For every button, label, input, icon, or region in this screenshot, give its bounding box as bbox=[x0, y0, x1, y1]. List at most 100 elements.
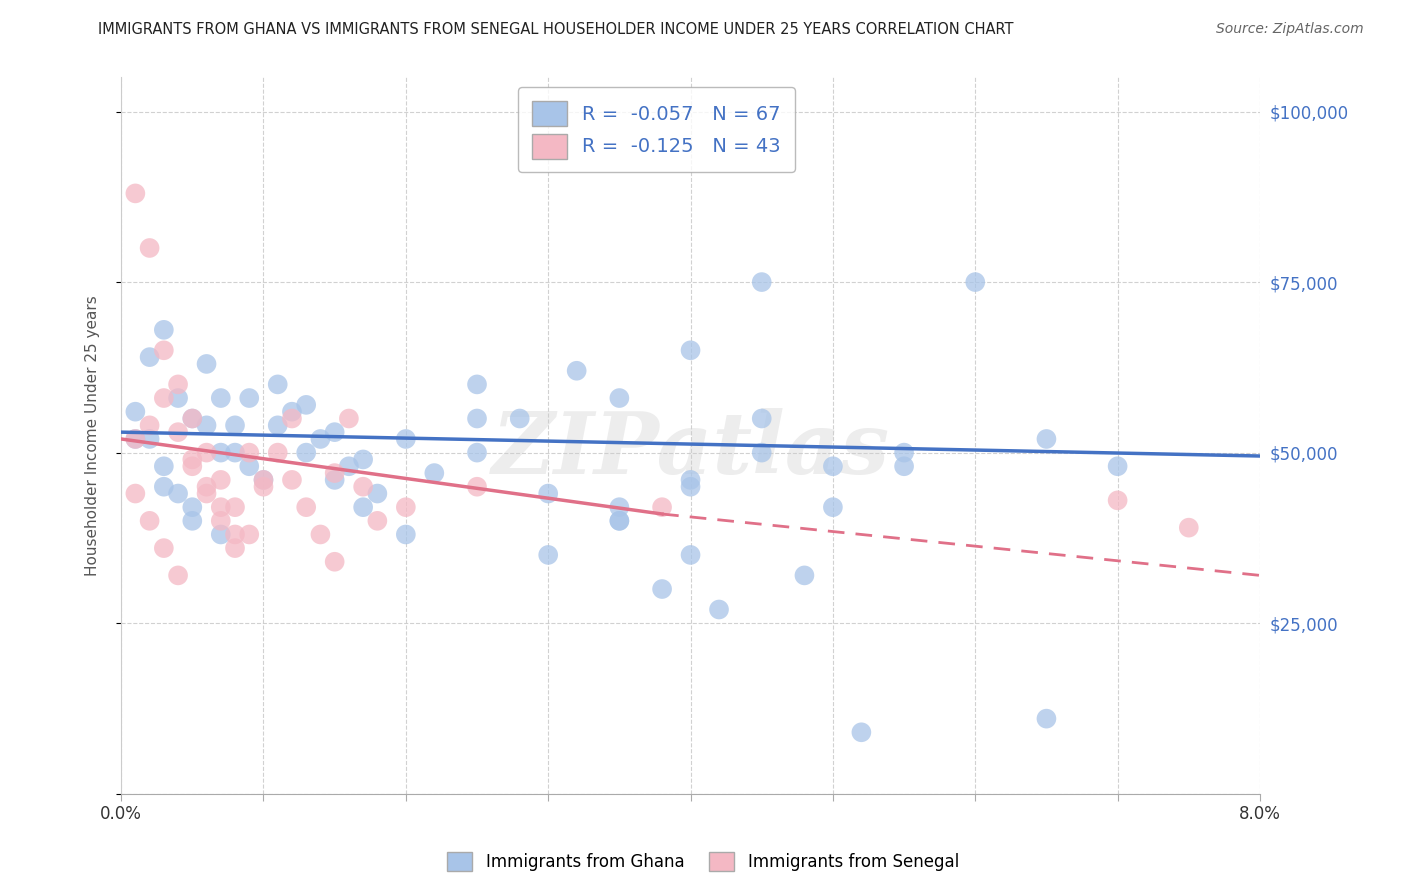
Point bbox=[366, 514, 388, 528]
Point bbox=[751, 275, 773, 289]
Point bbox=[323, 466, 346, 480]
Point bbox=[138, 350, 160, 364]
Point bbox=[395, 527, 418, 541]
Point bbox=[609, 514, 631, 528]
Point bbox=[337, 411, 360, 425]
Point bbox=[651, 582, 673, 596]
Point bbox=[465, 377, 488, 392]
Point bbox=[281, 411, 304, 425]
Point bbox=[267, 418, 290, 433]
Point bbox=[195, 486, 218, 500]
Point bbox=[224, 418, 246, 433]
Point bbox=[181, 411, 204, 425]
Point bbox=[537, 486, 560, 500]
Point bbox=[751, 411, 773, 425]
Point bbox=[366, 486, 388, 500]
Point bbox=[195, 480, 218, 494]
Point bbox=[153, 541, 176, 555]
Point bbox=[337, 459, 360, 474]
Point bbox=[238, 391, 260, 405]
Point bbox=[209, 500, 232, 515]
Point bbox=[224, 500, 246, 515]
Point bbox=[679, 343, 702, 358]
Point bbox=[153, 391, 176, 405]
Point bbox=[1178, 521, 1201, 535]
Point bbox=[1035, 712, 1057, 726]
Point bbox=[195, 445, 218, 459]
Point bbox=[609, 500, 631, 515]
Point bbox=[181, 514, 204, 528]
Point bbox=[1107, 459, 1129, 474]
Point bbox=[352, 480, 374, 494]
Point bbox=[465, 445, 488, 459]
Point bbox=[267, 377, 290, 392]
Point bbox=[295, 445, 318, 459]
Point bbox=[821, 459, 844, 474]
Point bbox=[565, 364, 588, 378]
Point bbox=[209, 527, 232, 541]
Point bbox=[679, 548, 702, 562]
Point bbox=[609, 391, 631, 405]
Point bbox=[181, 459, 204, 474]
Point bbox=[138, 432, 160, 446]
Point bbox=[181, 411, 204, 425]
Point bbox=[395, 500, 418, 515]
Point bbox=[423, 466, 446, 480]
Point bbox=[238, 527, 260, 541]
Point bbox=[238, 445, 260, 459]
Y-axis label: Householder Income Under 25 years: Householder Income Under 25 years bbox=[86, 295, 100, 576]
Point bbox=[295, 500, 318, 515]
Point bbox=[167, 425, 190, 439]
Point bbox=[138, 514, 160, 528]
Point bbox=[893, 459, 915, 474]
Point bbox=[167, 568, 190, 582]
Point bbox=[309, 432, 332, 446]
Point bbox=[309, 527, 332, 541]
Point bbox=[252, 473, 274, 487]
Point bbox=[751, 445, 773, 459]
Point bbox=[167, 391, 190, 405]
Point bbox=[509, 411, 531, 425]
Point bbox=[252, 473, 274, 487]
Text: ZIPatlas: ZIPatlas bbox=[492, 409, 890, 491]
Point bbox=[167, 377, 190, 392]
Point bbox=[323, 555, 346, 569]
Text: IMMIGRANTS FROM GHANA VS IMMIGRANTS FROM SENEGAL HOUSEHOLDER INCOME UNDER 25 YEA: IMMIGRANTS FROM GHANA VS IMMIGRANTS FROM… bbox=[98, 22, 1014, 37]
Point bbox=[893, 445, 915, 459]
Point bbox=[281, 473, 304, 487]
Point bbox=[465, 480, 488, 494]
Point bbox=[195, 357, 218, 371]
Point bbox=[1035, 432, 1057, 446]
Point bbox=[851, 725, 873, 739]
Point bbox=[252, 480, 274, 494]
Point bbox=[138, 418, 160, 433]
Point bbox=[124, 186, 146, 201]
Point bbox=[224, 445, 246, 459]
Point bbox=[821, 500, 844, 515]
Point bbox=[195, 418, 218, 433]
Point bbox=[124, 405, 146, 419]
Point bbox=[281, 405, 304, 419]
Point bbox=[238, 459, 260, 474]
Point bbox=[181, 500, 204, 515]
Point bbox=[395, 432, 418, 446]
Point bbox=[209, 473, 232, 487]
Point bbox=[609, 514, 631, 528]
Point bbox=[124, 486, 146, 500]
Point bbox=[181, 452, 204, 467]
Point bbox=[209, 445, 232, 459]
Point bbox=[679, 473, 702, 487]
Point bbox=[295, 398, 318, 412]
Point bbox=[267, 445, 290, 459]
Point bbox=[224, 527, 246, 541]
Legend: Immigrants from Ghana, Immigrants from Senegal: Immigrants from Ghana, Immigrants from S… bbox=[439, 843, 967, 880]
Legend: R =  -0.057   N = 67, R =  -0.125   N = 43: R = -0.057 N = 67, R = -0.125 N = 43 bbox=[519, 87, 794, 172]
Point bbox=[153, 323, 176, 337]
Point bbox=[793, 568, 815, 582]
Point bbox=[352, 500, 374, 515]
Point bbox=[651, 500, 673, 515]
Point bbox=[707, 602, 730, 616]
Point bbox=[124, 432, 146, 446]
Point bbox=[224, 541, 246, 555]
Point bbox=[537, 548, 560, 562]
